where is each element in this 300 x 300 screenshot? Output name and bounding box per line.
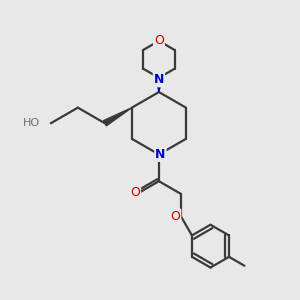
Polygon shape <box>156 78 162 92</box>
Text: O: O <box>130 186 140 199</box>
Text: HO: HO <box>23 118 40 128</box>
Polygon shape <box>103 108 132 126</box>
Text: N: N <box>155 148 166 161</box>
Text: O: O <box>170 210 180 223</box>
Text: O: O <box>154 34 164 47</box>
Text: N: N <box>154 74 164 86</box>
